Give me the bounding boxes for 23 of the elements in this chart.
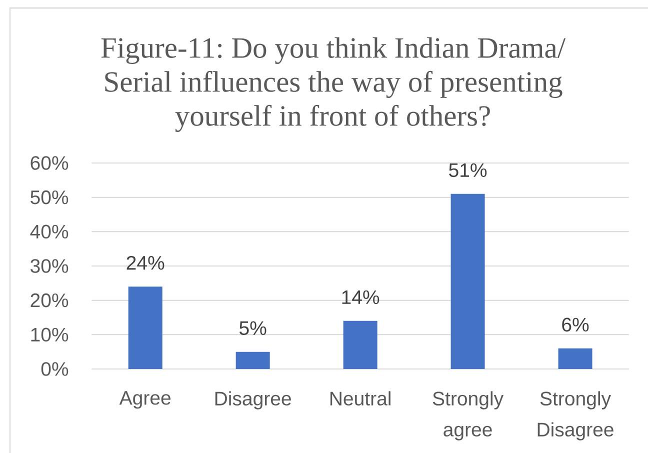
bar <box>558 348 592 369</box>
data-label: 14% <box>342 290 380 304</box>
data-label: 6% <box>562 318 589 332</box>
x-tick-label: Neutral <box>330 391 390 406</box>
data-label: 51% <box>449 163 487 178</box>
y-tick-label: 30% <box>30 259 68 273</box>
y-tick-label: 60% <box>30 156 68 170</box>
bar <box>343 320 378 369</box>
chart-title: Figure-11: Do you think Indian Drama/ Serial influences the way of presenting yourself in front of others? <box>101 37 566 132</box>
x-tick-label: Strongly agree <box>432 391 504 440</box>
x-tick-label: Strongly Disagree <box>538 391 614 440</box>
bar <box>450 194 485 369</box>
bar <box>128 286 162 369</box>
y-tick-label: 20% <box>30 293 68 308</box>
y-tick-label: 40% <box>30 224 68 239</box>
y-tick-label: 50% <box>30 190 68 204</box>
data-label: 24% <box>126 256 164 270</box>
x-tick-label: Agree <box>119 391 170 409</box>
x-tick-label: Disagree <box>215 391 291 410</box>
data-label: 5% <box>240 321 266 336</box>
y-tick-label: 10% <box>31 328 68 342</box>
y-tick-label: 0% <box>41 362 68 376</box>
bar <box>236 352 270 369</box>
